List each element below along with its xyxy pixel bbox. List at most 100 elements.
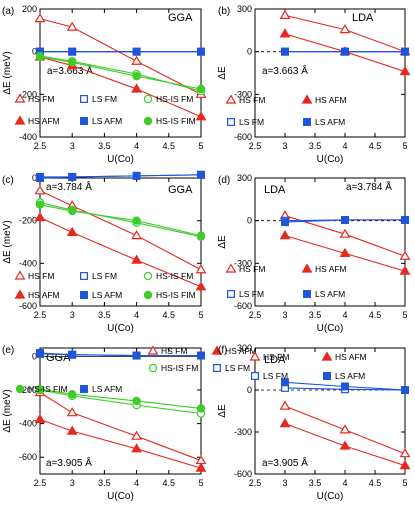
x-tick-label: 3 <box>282 141 287 151</box>
panel-2: 2.5 3 3.5 4 4.5 5 -600 -400 -200 0 U(Co) ΔE (meV) (c… <box>2 170 207 334</box>
x-tick-label: 2.5 <box>34 478 47 488</box>
y-tick-label: 0 <box>247 47 252 57</box>
data-point <box>279 417 291 428</box>
x-tick-label: 3.5 <box>98 310 111 320</box>
x-tick-label: 2.5 <box>249 141 262 151</box>
data-point <box>279 229 291 240</box>
data-point <box>279 28 291 38</box>
legend-entry: LS AFM <box>92 290 122 300</box>
data-point <box>195 281 207 291</box>
legend-entry: HS-IS FM <box>156 94 193 104</box>
y-axis-label: ΔE (meV) <box>2 389 13 432</box>
legend-marker <box>251 372 259 380</box>
data-point <box>399 65 411 76</box>
series-line-hs-fm <box>39 392 202 462</box>
x-tick-label: 2.5 <box>249 478 262 488</box>
legend-marker <box>301 263 313 273</box>
x-tick-label: 5 <box>402 478 407 488</box>
data-point <box>132 47 141 56</box>
legend-marker <box>211 345 223 355</box>
data-point <box>131 55 142 65</box>
data-point <box>399 265 411 275</box>
data-point <box>67 58 77 67</box>
legend-marker <box>227 118 235 126</box>
legend-entry: HS FM <box>239 264 265 274</box>
x-tick-label: 5 <box>402 141 407 151</box>
legend-marker <box>15 384 25 394</box>
y-tick-label: -200 <box>19 216 37 226</box>
legend-marker <box>80 385 88 393</box>
data-point <box>68 47 77 56</box>
y-tick-label: -200 <box>19 385 37 395</box>
data-point <box>341 382 349 391</box>
y-tick-label: 0 <box>32 351 37 361</box>
legend: HS FM LS FM HS-IS FM HS AFM LS AFM HS-IS FIM <box>14 270 196 300</box>
x-tick-label: 3 <box>70 478 75 488</box>
x-tick-label: 3 <box>70 310 75 320</box>
data-point <box>196 231 206 240</box>
data-point <box>197 170 205 179</box>
data-point <box>131 229 142 240</box>
legend-entry: HS-IS FIM <box>156 116 196 126</box>
panel-0: 2.5 3 3.5 4 4.5 5 -400 -200 0 200 U(Co) ΔE (meV) (a)… <box>2 4 207 165</box>
x-tick-label: 3 <box>282 310 287 320</box>
lattice-annotation: a=3.784 Å <box>346 180 392 193</box>
data-point <box>67 206 77 216</box>
data-point <box>281 47 289 56</box>
y-tick-label: -400 <box>19 258 37 268</box>
lattice-annotation: a=3.663 Å <box>47 64 93 77</box>
legend-marker <box>14 93 26 103</box>
x-tick-label: 2.5 <box>34 310 47 320</box>
x-tick-label: 4 <box>134 478 139 488</box>
y-tick-label: -600 <box>19 301 37 311</box>
x-tick-label: 3.5 <box>309 478 322 488</box>
legend-marker <box>143 271 153 281</box>
data-point <box>195 462 207 472</box>
legend-marker <box>227 290 235 298</box>
panel-3: 2.5 3 3.5 4 4.5 5 -600 -300 0 300 U(Co) ΔE (d) LDA a=3… <box>217 173 411 334</box>
legend-marker <box>143 290 153 300</box>
legend-marker <box>323 372 331 380</box>
y-tick-label: 300 <box>237 4 252 14</box>
legend-entry: LS FM <box>239 117 264 127</box>
y-axis-label: ΔE (meV) <box>2 220 13 263</box>
legend: HS FM HS AFM HS-IS FM LS FM HS-IS FIM LS AFM <box>15 345 257 394</box>
legend-entry: HS AFM <box>315 95 347 105</box>
data-point <box>35 52 45 62</box>
x-tick-label: 4 <box>134 141 139 151</box>
legend-entry: HS AFM <box>28 116 60 126</box>
data-point <box>339 424 351 434</box>
legend-entry: LS AFM <box>92 116 122 126</box>
legend: HS FM HS AFM LS FM LS AFM <box>249 351 367 381</box>
x-tick-label: 5 <box>198 141 203 151</box>
x-tick-label: 4 <box>342 478 347 488</box>
data-point <box>132 396 141 406</box>
data-point <box>66 21 78 31</box>
legend-entry: LS FM <box>239 289 264 299</box>
panel-title: LDA <box>264 354 286 366</box>
x-tick-label: 5 <box>198 478 203 488</box>
y-tick-label: 0 <box>32 173 37 183</box>
panel-1: 2.5 3 3.5 4 4.5 5 -600 -300 0 300 U(Co) ΔE (b) LDA a=3… <box>217 4 411 165</box>
series-line-hs-is-fm <box>39 389 202 415</box>
series-line-hs-is-fim <box>39 388 202 410</box>
panel-5: 2.5 3 3.5 4 4.5 5 -600 -300 0 300 U(Co) ΔE (f) LDA a=3… <box>217 343 411 502</box>
series-line-hs-fm <box>39 18 202 95</box>
y-axis-label: ΔE <box>217 235 228 249</box>
data-point <box>34 211 46 222</box>
legend-marker <box>213 364 221 372</box>
data-point <box>281 378 289 387</box>
data-point <box>132 216 141 225</box>
legend-entry: LS AFM <box>315 289 345 299</box>
legend-entry: HS-IS FM <box>161 363 198 373</box>
x-tick-label: 4.5 <box>369 478 382 488</box>
data-point <box>339 228 351 238</box>
data-point <box>196 404 206 413</box>
legend-marker <box>14 115 26 125</box>
data-point <box>66 407 78 417</box>
data-point <box>132 71 141 81</box>
data-point <box>195 111 207 121</box>
data-point <box>399 459 411 470</box>
legend-marker <box>143 94 153 104</box>
data-point <box>401 215 409 224</box>
